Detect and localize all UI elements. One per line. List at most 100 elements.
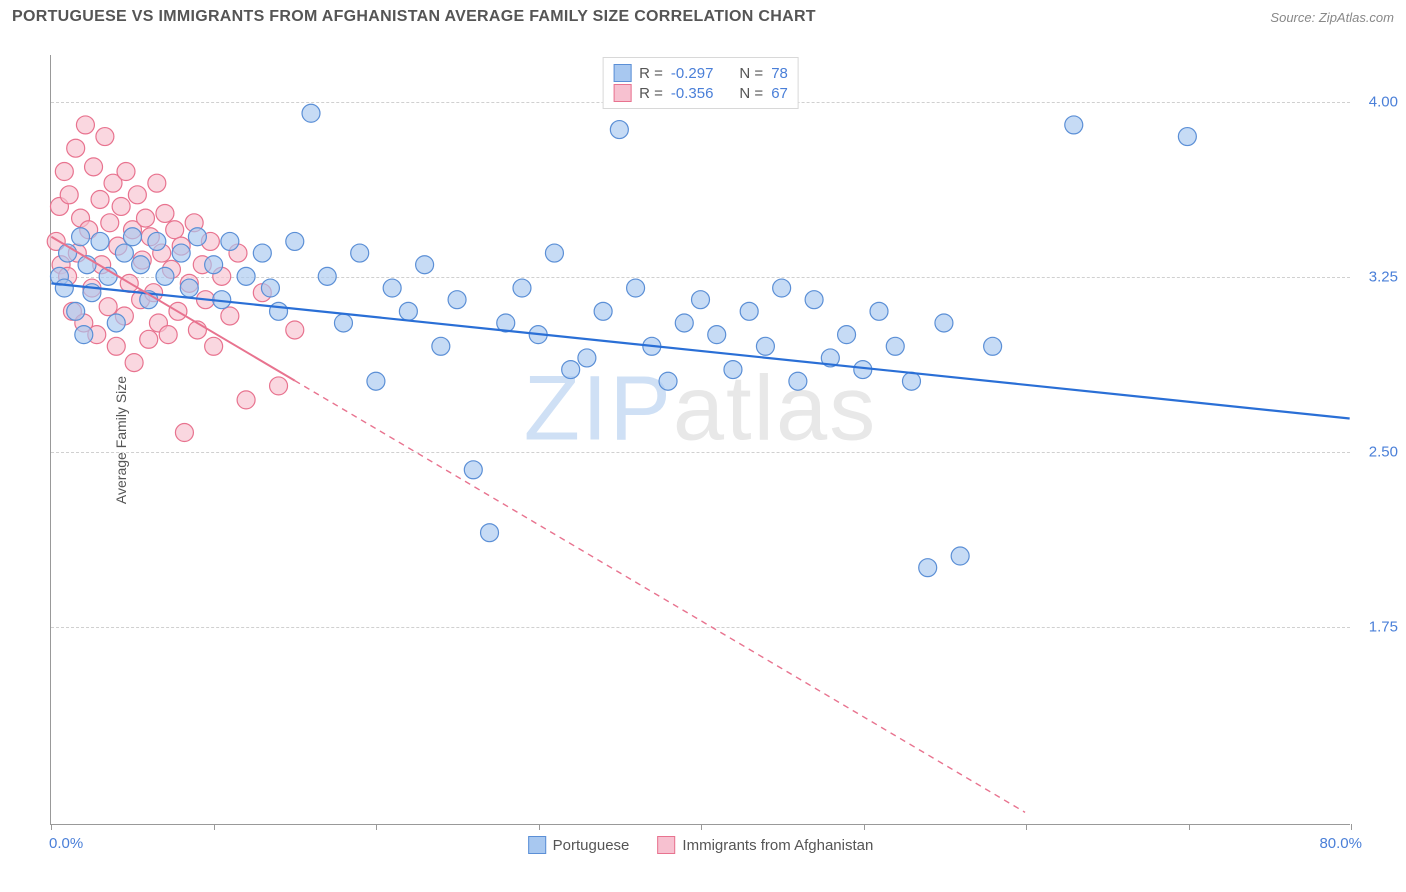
- legend-item-pink: Immigrants from Afghanistan: [657, 836, 873, 854]
- stats-row-blue: R = -0.297 N = 78: [613, 64, 788, 82]
- scatter-point-pink: [117, 163, 135, 181]
- scatter-point-pink: [55, 163, 73, 181]
- x-max-label: 80.0%: [1319, 835, 1362, 852]
- scatter-point-blue: [789, 372, 807, 390]
- scatter-point-pink: [96, 128, 114, 146]
- scatter-point-blue: [432, 337, 450, 355]
- scatter-point-blue: [919, 559, 937, 577]
- plot-area: Average Family Size ZIPatlas R = -0.297 …: [50, 55, 1350, 825]
- scatter-point-pink: [175, 424, 193, 442]
- scatter-point-pink: [140, 330, 158, 348]
- scatter-point-pink: [91, 190, 109, 208]
- scatter-point-blue: [984, 337, 1002, 355]
- swatch-blue-icon: [613, 64, 631, 82]
- y-tick-label: 4.00: [1369, 93, 1398, 110]
- r-prefix: R =: [639, 65, 663, 82]
- scatter-point-blue: [55, 279, 73, 297]
- source-name: ZipAtlas.com: [1319, 10, 1394, 25]
- source-prefix: Source:: [1270, 10, 1315, 25]
- x-tick: [1351, 824, 1352, 830]
- scatter-point-pink: [107, 337, 125, 355]
- scatter-point-blue: [188, 228, 206, 246]
- scatter-point-blue: [870, 302, 888, 320]
- scatter-point-pink: [76, 116, 94, 134]
- scatter-point-pink: [112, 197, 130, 215]
- legend-label-pink: Immigrants from Afghanistan: [682, 837, 873, 854]
- chart-svg: [51, 55, 1350, 824]
- scatter-point-blue: [115, 244, 133, 262]
- scatter-point-blue: [286, 232, 304, 250]
- scatter-point-blue: [107, 314, 125, 332]
- y-tick-label: 3.25: [1369, 268, 1398, 285]
- scatter-point-blue: [675, 314, 693, 332]
- scatter-point-blue: [951, 547, 969, 565]
- scatter-point-blue: [902, 372, 920, 390]
- series-legend: Portuguese Immigrants from Afghanistan: [528, 836, 874, 854]
- scatter-point-blue: [172, 244, 190, 262]
- scatter-point-blue: [1065, 116, 1083, 134]
- chart-container: PORTUGUESE VS IMMIGRANTS FROM AFGHANISTA…: [0, 0, 1406, 892]
- y-tick-label: 2.50: [1369, 443, 1398, 460]
- x-tick: [1026, 824, 1027, 830]
- scatter-point-blue: [237, 267, 255, 285]
- swatch-pink-icon: [657, 836, 675, 854]
- swatch-pink-icon: [613, 84, 631, 102]
- scatter-point-pink: [60, 186, 78, 204]
- n-prefix: N =: [739, 65, 763, 82]
- y-tick-label: 1.75: [1369, 618, 1398, 635]
- x-tick: [539, 824, 540, 830]
- scatter-point-blue: [627, 279, 645, 297]
- scatter-point-blue: [708, 326, 726, 344]
- scatter-point-blue: [75, 326, 93, 344]
- scatter-point-blue: [756, 337, 774, 355]
- scatter-point-blue: [334, 314, 352, 332]
- scatter-point-pink: [128, 186, 146, 204]
- legend-label-blue: Portuguese: [553, 837, 630, 854]
- r-value-pink: -0.356: [671, 85, 714, 102]
- scatter-point-blue: [67, 302, 85, 320]
- scatter-point-blue: [72, 228, 90, 246]
- scatter-point-pink: [159, 326, 177, 344]
- x-min-label: 0.0%: [49, 835, 83, 852]
- scatter-point-blue: [464, 461, 482, 479]
- scatter-point-blue: [610, 121, 628, 139]
- stats-legend: R = -0.297 N = 78 R = -0.356 N = 67: [602, 57, 799, 109]
- scatter-point-blue: [545, 244, 563, 262]
- scatter-point-blue: [367, 372, 385, 390]
- scatter-point-blue: [416, 256, 434, 274]
- scatter-point-blue: [594, 302, 612, 320]
- x-tick: [701, 824, 702, 830]
- scatter-point-blue: [659, 372, 677, 390]
- chart-source: Source: ZipAtlas.com: [1270, 10, 1394, 25]
- stats-row-pink: R = -0.356 N = 67: [613, 84, 788, 102]
- scatter-point-blue: [578, 349, 596, 367]
- scatter-point-pink: [166, 221, 184, 239]
- x-tick: [1189, 824, 1190, 830]
- scatter-point-pink: [148, 174, 166, 192]
- scatter-point-blue: [318, 267, 336, 285]
- x-tick: [864, 824, 865, 830]
- x-tick: [376, 824, 377, 830]
- scatter-point-blue: [221, 232, 239, 250]
- scatter-point-blue: [132, 256, 150, 274]
- scatter-point-blue: [935, 314, 953, 332]
- scatter-point-blue: [91, 232, 109, 250]
- n-value-blue: 78: [771, 65, 788, 82]
- r-value-blue: -0.297: [671, 65, 714, 82]
- scatter-point-blue: [302, 104, 320, 122]
- scatter-point-blue: [261, 279, 279, 297]
- scatter-point-blue: [481, 524, 499, 542]
- scatter-point-pink: [85, 158, 103, 176]
- scatter-point-blue: [205, 256, 223, 274]
- legend-item-blue: Portuguese: [528, 836, 630, 854]
- x-tick: [51, 824, 52, 830]
- scatter-point-blue: [351, 244, 369, 262]
- scatter-point-blue: [180, 279, 198, 297]
- scatter-point-blue: [448, 291, 466, 309]
- scatter-point-pink: [156, 204, 174, 222]
- scatter-point-blue: [399, 302, 417, 320]
- chart-header: PORTUGUESE VS IMMIGRANTS FROM AFGHANISTA…: [12, 8, 1394, 26]
- chart-title: PORTUGUESE VS IMMIGRANTS FROM AFGHANISTA…: [12, 8, 816, 26]
- scatter-point-blue: [886, 337, 904, 355]
- trend-line-dashed-pink: [295, 381, 1025, 813]
